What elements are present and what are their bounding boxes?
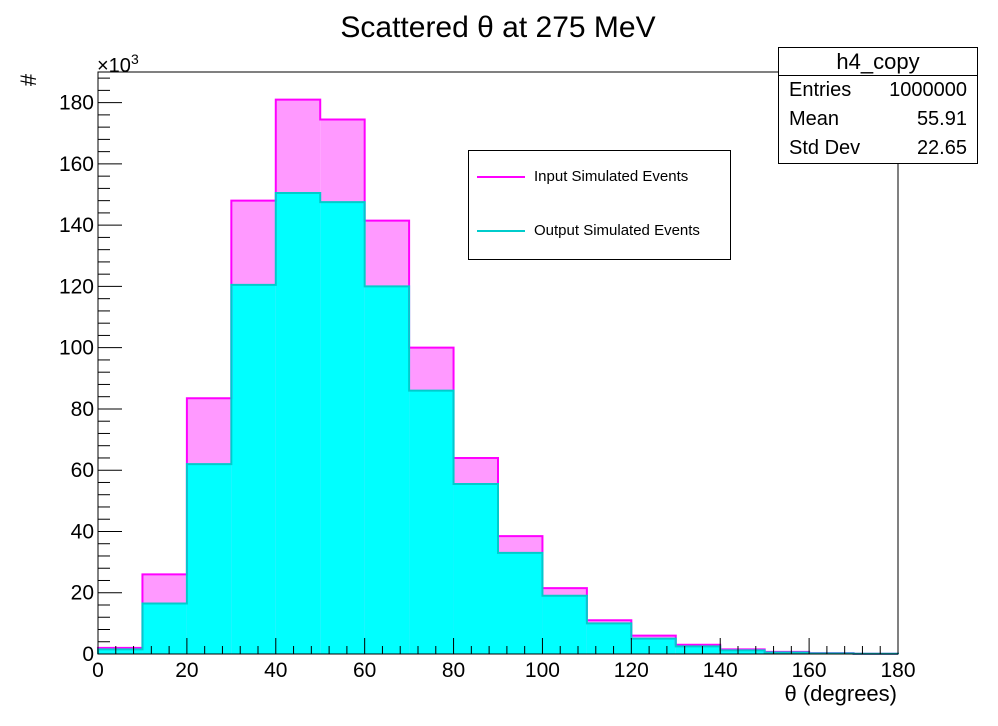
bar-output-3: [231, 284, 276, 654]
y-tick-label: 80: [71, 398, 94, 421]
bar-output-2: [186, 464, 232, 654]
stats-box: h4_copy Entries 1000000 Mean 55.91 Std D…: [778, 47, 978, 164]
bar-output-6: [364, 286, 410, 654]
x-tick-label: 140: [703, 659, 738, 682]
legend: Input Simulated Events Output Simulated …: [468, 150, 731, 260]
stats-label: Entries: [789, 79, 852, 101]
y-multiplier-base: ×10: [97, 55, 131, 77]
y-multiplier-exponent: 3: [131, 51, 139, 67]
bar-output-13: [675, 646, 721, 654]
y-axis-label: #: [16, 73, 41, 86]
x-tick-label: 60: [353, 659, 376, 682]
bars-layer: [97, 98, 899, 655]
stats-label: Std Dev: [789, 137, 861, 159]
x-tick-label: 100: [525, 659, 560, 682]
bar-output-10: [542, 595, 587, 654]
y-tick-label: 0: [82, 643, 94, 666]
stats-value: 55.91: [916, 108, 967, 130]
stats-value: 1000000: [889, 79, 967, 101]
x-tick-label: 120: [614, 659, 649, 682]
bar-output-1: [142, 603, 187, 654]
stats-label: Mean: [789, 108, 840, 130]
legend-label-input: Input Simulated Events: [534, 168, 689, 185]
stats-row-mean: Mean 55.91: [779, 105, 977, 134]
y-tick-label: 180: [59, 92, 94, 115]
bar-output-4: [275, 192, 321, 654]
legend-swatch-input: [477, 176, 525, 178]
x-tick-label: 0: [92, 659, 104, 682]
bar-output-9: [498, 552, 543, 654]
bar-output-0: [98, 649, 143, 654]
y-tick-label: 20: [71, 582, 94, 605]
bar-output-14: [720, 650, 765, 654]
y-tick-label: 60: [71, 459, 94, 482]
plot-frame: [97, 71, 899, 655]
legend-entry-output: Output Simulated Events: [469, 221, 730, 241]
y-tick-label: 100: [59, 337, 94, 360]
legend-swatch-output: [477, 230, 525, 232]
legend-label-output: Output Simulated Events: [534, 222, 700, 239]
y-tick-label: 40: [71, 520, 94, 543]
series-outline-output: [97, 191, 899, 655]
y-tick-label: 160: [59, 153, 94, 176]
y-multiplier-label: ×103: [97, 51, 139, 77]
stats-title: h4_copy: [779, 48, 977, 76]
bar-output-8: [453, 483, 498, 654]
stats-row-entries: Entries 1000000: [779, 76, 977, 105]
x-tick-label: 80: [442, 659, 465, 682]
bar-output-11: [586, 623, 632, 654]
bar-output-5: [320, 202, 365, 654]
bar-output-7: [409, 390, 454, 654]
x-tick-label: 20: [175, 659, 198, 682]
stats-value: 22.65: [916, 137, 967, 159]
x-tick-label: 160: [792, 659, 827, 682]
x-tick-label: 180: [880, 659, 915, 682]
legend-entry-input: Input Simulated Events: [469, 167, 730, 187]
x-axis-label: θ (degrees): [784, 681, 897, 706]
x-tick-label: 40: [264, 659, 287, 682]
axes-layer: 0 20 40 60 80 100 120 140 160 180 0 20 40 60 80 100 120 1…: [59, 71, 916, 682]
y-tick-label: 120: [59, 275, 94, 298]
stats-row-stddev: Std Dev 22.65: [779, 134, 977, 163]
y-tick-label: 140: [59, 214, 94, 237]
chart-title: Scattered θ at 275 MeV: [340, 11, 655, 44]
bar-output-12: [631, 638, 676, 654]
